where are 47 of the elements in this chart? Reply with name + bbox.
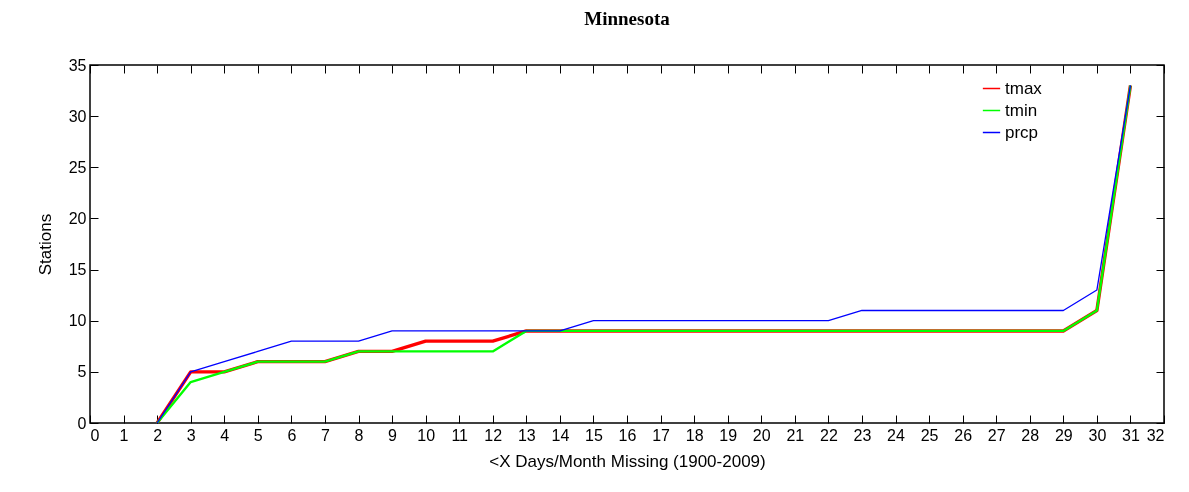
x-tick-label: 19 <box>719 426 738 444</box>
x-tick-label: 16 <box>618 426 637 444</box>
x-tick-label: 17 <box>652 426 671 444</box>
x-tick-label: 24 <box>887 426 905 444</box>
x-tick-label: 29 <box>1054 426 1073 444</box>
x-tick-label: 10 <box>417 426 436 444</box>
x-tick-label: 18 <box>685 426 704 444</box>
y-tick-label: 10 <box>68 312 87 330</box>
x-tick-label: 3 <box>186 426 196 444</box>
x-tick-label: 27 <box>987 426 1006 444</box>
x-tick-label: 2 <box>153 426 163 444</box>
y-tick-label: 0 <box>77 414 87 432</box>
chart-title: Minnesota <box>584 8 671 29</box>
x-tick-label: 20 <box>752 426 771 444</box>
x-tick-label: 32 <box>1146 426 1165 444</box>
x-tick-label: 23 <box>853 426 872 444</box>
x-axis-title: <X Days/Month Missing (1900-2009) <box>489 451 766 471</box>
x-tick-label: 14 <box>551 426 570 444</box>
x-tick-label: 31 <box>1122 426 1140 444</box>
x-tick-label: 28 <box>1021 426 1040 444</box>
y-tick-label: 30 <box>68 107 87 125</box>
x-tick-label: 6 <box>287 426 297 444</box>
x-tick-label: 1 <box>119 426 129 444</box>
x-tick-label: 5 <box>253 426 263 444</box>
y-tick-label: 35 <box>68 56 87 74</box>
x-tick-label: 21 <box>786 426 805 444</box>
y-axis-title: Stations <box>35 213 55 276</box>
x-tick-label: 15 <box>585 426 603 444</box>
x-tick-label: 26 <box>954 426 973 444</box>
x-tick-label: 0 <box>90 426 100 444</box>
x-tick-label: 11 <box>451 426 469 444</box>
legend-label: tmax <box>1005 78 1043 98</box>
y-tick-label: 15 <box>68 261 87 279</box>
y-tick-label: 5 <box>77 363 87 381</box>
x-tick-label: 30 <box>1088 426 1107 444</box>
x-tick-label: 25 <box>920 426 939 444</box>
legend-label: prcp <box>1005 122 1039 142</box>
x-tick-label: 13 <box>517 426 536 444</box>
x-tick-label: 22 <box>819 426 838 444</box>
x-tick-label: 4 <box>220 426 230 444</box>
x-tick-label: 8 <box>354 426 364 444</box>
y-tick-label: 25 <box>68 158 87 176</box>
legend-label: tmin <box>1005 100 1038 120</box>
y-tick-label: 20 <box>68 209 87 227</box>
x-tick-label: 7 <box>320 426 330 444</box>
x-tick-label: 12 <box>484 426 503 444</box>
x-tick-label: 9 <box>388 426 398 444</box>
